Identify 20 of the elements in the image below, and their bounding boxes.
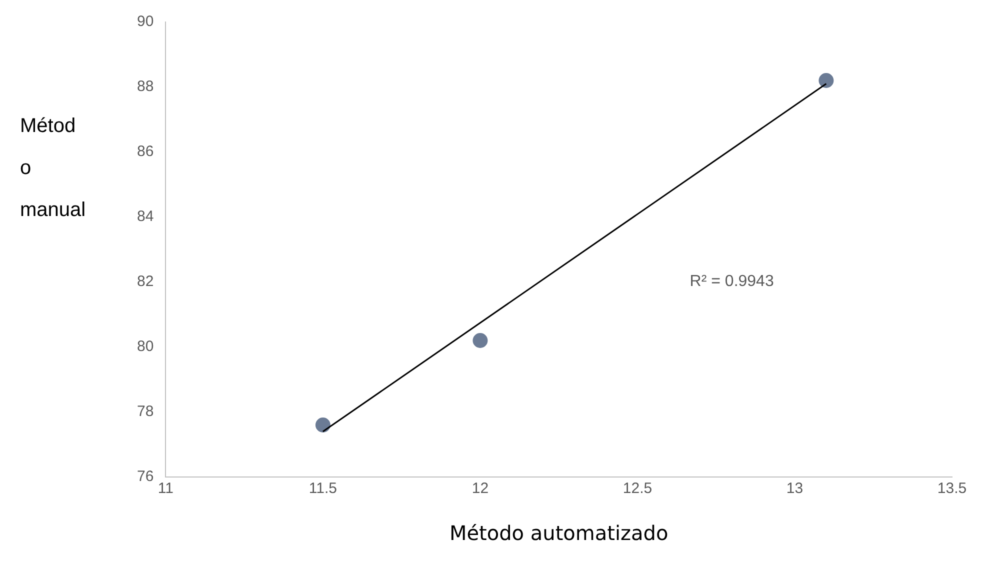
y-tick-label: 84 xyxy=(136,208,154,226)
point xyxy=(315,418,330,432)
y-tick-label: 78 xyxy=(136,403,154,420)
x-tick-label: 13.5 xyxy=(937,480,967,498)
y-axis-title: Método manual xyxy=(20,114,86,223)
y-tick-label: 82 xyxy=(136,273,154,290)
x-tick-label: 11 xyxy=(158,480,174,498)
point xyxy=(818,73,834,88)
y-tick-label: 76 xyxy=(136,468,154,486)
y-tick-label: 90 xyxy=(136,13,154,30)
y-tick-label: 80 xyxy=(136,338,154,356)
annotation: R² = 0.9943 xyxy=(690,272,774,290)
x-axis-title: Método automatizado xyxy=(449,521,668,546)
x-tick-label: 13 xyxy=(786,480,804,498)
y-tick-label: 86 xyxy=(136,143,154,160)
point xyxy=(472,333,488,348)
x-tick-label: 12.5 xyxy=(622,480,652,498)
x-tick-label: 12 xyxy=(472,480,489,498)
x-tick-label: 11.5 xyxy=(308,480,337,498)
y-tick-label: 88 xyxy=(136,78,154,96)
